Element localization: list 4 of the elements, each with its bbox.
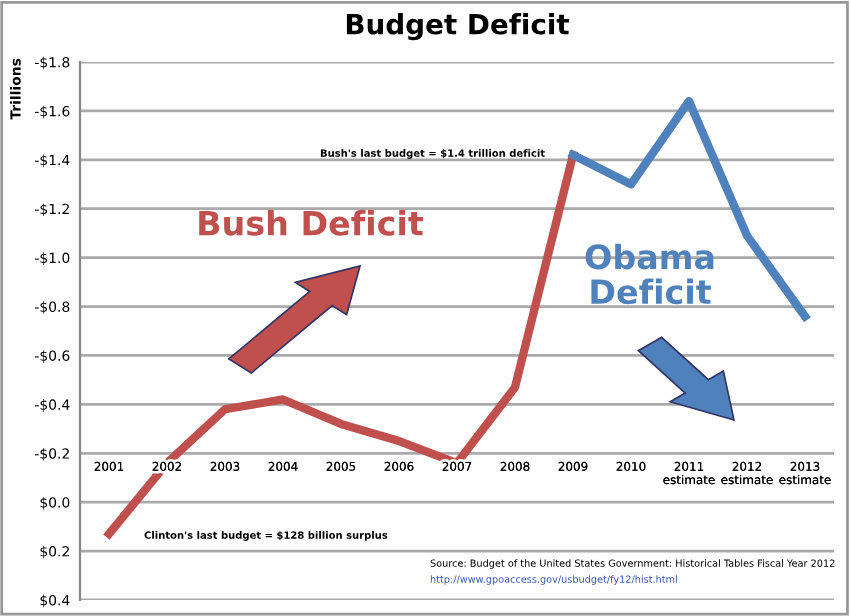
- line-series: [568, 96, 810, 321]
- chart-title: Budget Deficit: [346, 13, 569, 41]
- series-label: Obama Deficit: [585, 243, 714, 305]
- text: Bush Deficit: [199, 209, 424, 236]
